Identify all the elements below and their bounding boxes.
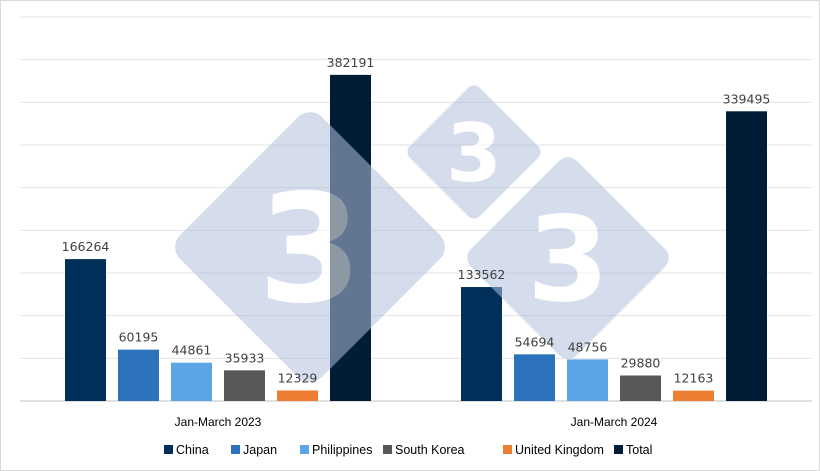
bar-total bbox=[726, 111, 767, 401]
legend-swatch bbox=[300, 445, 309, 454]
bar-south-korea bbox=[224, 370, 265, 401]
bar-philippines bbox=[171, 362, 212, 401]
legend-swatch bbox=[503, 445, 512, 454]
data-label: 44861 bbox=[172, 343, 212, 358]
data-label: 133562 bbox=[458, 267, 506, 282]
data-label: 166264 bbox=[62, 239, 110, 254]
legend-label: Total bbox=[626, 443, 652, 457]
data-label: 60195 bbox=[119, 330, 159, 345]
data-label: 48756 bbox=[568, 339, 608, 354]
legend-swatch bbox=[231, 445, 240, 454]
legend-item: United Kingdom bbox=[503, 443, 604, 457]
legend-label: United Kingdom bbox=[515, 443, 604, 457]
bar-china bbox=[65, 259, 106, 401]
bar-china bbox=[461, 287, 502, 401]
bar-united-kingdom bbox=[277, 390, 318, 401]
legend-item: South Korea bbox=[383, 443, 465, 457]
watermark-text: 3 bbox=[446, 107, 502, 200]
data-label: 54694 bbox=[515, 334, 555, 349]
category-labels: Jan-March 2023 Jan-March 2024 bbox=[175, 415, 658, 429]
bar-south-korea bbox=[620, 375, 661, 401]
data-label: 35933 bbox=[225, 350, 265, 365]
legend-item: Japan bbox=[231, 443, 277, 457]
watermark-logo: 333 bbox=[175, 85, 669, 382]
legend-item: Total bbox=[614, 443, 652, 457]
data-label: 12163 bbox=[674, 371, 714, 386]
bars bbox=[65, 74, 767, 401]
legend-item: China bbox=[164, 443, 209, 457]
legend: China Japan Philippines South Korea United K… bbox=[164, 443, 652, 457]
data-label: 29880 bbox=[621, 356, 661, 371]
watermark-diamond: 3 bbox=[175, 112, 445, 382]
bar-japan bbox=[514, 354, 555, 401]
legend-swatch bbox=[614, 445, 623, 454]
legend-swatch bbox=[383, 445, 392, 454]
data-labels: 166264 60195 44861 35933 12329 382191 133562 54… bbox=[62, 55, 771, 386]
bar-japan bbox=[118, 349, 159, 401]
legend-swatch bbox=[164, 445, 173, 454]
legend-label: Philippines bbox=[312, 443, 372, 457]
watermark-diamond: 3 bbox=[407, 85, 541, 219]
data-label: 12329 bbox=[278, 370, 318, 385]
legend-label: South Korea bbox=[395, 443, 465, 457]
watermark-text: 3 bbox=[527, 190, 609, 328]
watermark-diamond: 3 bbox=[467, 157, 669, 359]
data-label: 339495 bbox=[723, 91, 771, 106]
bar-philippines bbox=[567, 359, 608, 401]
data-label: 382191 bbox=[327, 55, 375, 70]
legend-label: Japan bbox=[243, 443, 277, 457]
category-label: Jan-March 2024 bbox=[571, 415, 658, 429]
category-label: Jan-March 2023 bbox=[175, 415, 262, 429]
legend-item: Philippines bbox=[300, 443, 372, 457]
watermark-text: 3 bbox=[258, 163, 362, 337]
bar-united-kingdom bbox=[673, 390, 714, 401]
legend-label: China bbox=[176, 443, 209, 457]
